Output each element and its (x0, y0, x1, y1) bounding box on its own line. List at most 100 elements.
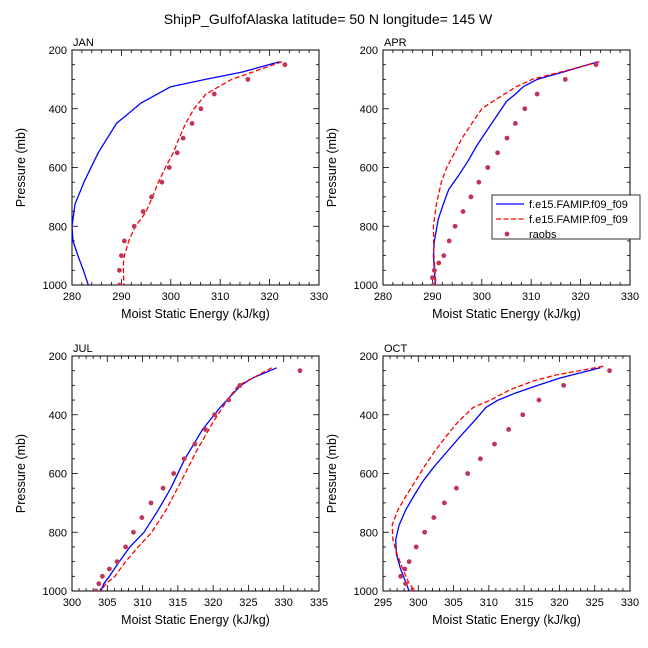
x-axis-label: Moist Static Energy (kJ/kg) (121, 307, 270, 321)
x-tick-label: 300 (162, 291, 180, 303)
raobs-point (139, 515, 145, 520)
raobs-point (123, 544, 129, 550)
raobs-point (212, 412, 217, 418)
x-tick-label: 320 (260, 291, 278, 303)
raobs-point (504, 135, 510, 141)
panel-month-label: JUL (73, 343, 93, 355)
raobs-point (593, 62, 599, 68)
y-tick-label: 1000 (43, 280, 67, 292)
panel-jan: 280 290 300 310 320 330 200 400 600 800 1000 JAN Moi… (14, 37, 328, 321)
raobs-point (465, 471, 471, 476)
y-axis-label: Pressure (mb) (14, 434, 28, 513)
raobs-point (117, 282, 122, 285)
y-tick-label: 600 (360, 163, 378, 175)
x-tick-label: 300 (473, 291, 491, 303)
y-tick-label: 1000 (354, 280, 378, 292)
raobs-point (403, 581, 408, 587)
plot-frame (382, 49, 631, 286)
y-axis-label: Pressure (mb) (14, 128, 28, 207)
raobs-point (453, 485, 459, 491)
x-tick-label: 335 (310, 597, 328, 609)
raobs-point (119, 253, 124, 259)
raobs-point (202, 427, 208, 432)
raobs-point (506, 427, 512, 432)
raobs-point (166, 165, 172, 170)
raobs-point (431, 267, 437, 273)
raobs-point (441, 253, 447, 259)
raobs-point (174, 150, 180, 156)
raobs-point (107, 566, 112, 572)
x-axis-label: Moist Static Energy (kJ/kg) (432, 613, 581, 627)
x-tick-label: 315 (515, 597, 533, 609)
raobs-point (96, 581, 102, 587)
raobs-point (522, 106, 528, 112)
y-tick-label: 600 (360, 469, 378, 481)
raobs-point (181, 456, 187, 462)
y-tick-label: 200 (360, 351, 378, 363)
model-solid-line (100, 367, 277, 591)
x-tick-label: 330 (310, 291, 328, 303)
x-axis-label: Moist Static Energy (kJ/kg) (121, 613, 270, 627)
panel-jul: 300 305 310 315 320 325 330 335 200 400 600 800 1000… (14, 343, 328, 627)
x-tick-label: 325 (239, 597, 257, 609)
x-tick-label: 310 (133, 597, 151, 609)
model-dashed-line (100, 367, 273, 591)
raobs-point (495, 150, 501, 156)
raobs-point (130, 529, 136, 535)
legend: f.e15.FAMIP.f09_f09 f.e15.FAMIP.f09_f09ra… (491, 194, 641, 241)
legend-label: f.e15.FAMIP.f09_f09 (529, 214, 628, 226)
raobs-point (121, 238, 127, 244)
legend-box (491, 194, 641, 240)
raobs-point (431, 515, 437, 520)
raobs-point (410, 588, 416, 591)
raobs-point (93, 588, 99, 591)
raobs-point (607, 368, 612, 374)
figure-title: ShipP_GulfofAlaska latitude= 50 N longit… (164, 11, 493, 27)
raobs-point (398, 573, 404, 579)
model-solid-line (72, 61, 280, 285)
x-tick-label: 305 (98, 597, 116, 609)
raobs-point (477, 456, 483, 462)
y-tick-label: 200 (49, 45, 67, 57)
y-tick-label: 800 (49, 221, 67, 233)
x-axis-label: Moist Static Energy (kJ/kg) (432, 307, 581, 321)
raobs-point (148, 500, 154, 506)
y-tick-label: 800 (49, 527, 67, 539)
raobs-point (99, 573, 105, 579)
y-tick-label: 800 (360, 527, 378, 539)
y-tick-label: 1000 (43, 586, 67, 598)
x-tick-label: 315 (169, 597, 187, 609)
x-tick-label: 300 (409, 597, 427, 609)
plot-frame (71, 49, 320, 286)
raobs-point (245, 76, 251, 82)
legend-label: f.e15.FAMIP.f09_f09 (529, 199, 628, 211)
plot-frame (71, 355, 320, 592)
raobs-point (430, 275, 435, 281)
y-tick-label: 1000 (354, 586, 378, 598)
raobs-point (446, 238, 452, 244)
raobs-point (468, 194, 474, 200)
panel-apr: 280 290 300 310 320 330 200 400 600 800 1000 APR Moi… (325, 37, 639, 321)
model-dashed-line (391, 365, 604, 591)
x-tick-label: 330 (621, 291, 639, 303)
raobs-point (413, 544, 419, 550)
raobs-point (562, 76, 568, 82)
x-tick-label: 290 (423, 291, 441, 303)
panel-month-label: OCT (384, 343, 408, 355)
x-tick-label: 305 (444, 597, 462, 609)
x-tick-label: 295 (374, 597, 392, 609)
model-dashed-line (122, 61, 283, 285)
panel-month-label: APR (384, 37, 407, 49)
y-tick-label: 800 (360, 221, 378, 233)
raobs-point (476, 179, 482, 185)
raobs-point (536, 397, 542, 403)
legend-marker-raobs (504, 231, 510, 237)
panel-month-label: JAN (73, 37, 94, 49)
raobs-point (430, 282, 436, 285)
raobs-point (189, 121, 195, 126)
raobs-point (237, 382, 243, 388)
raobs-point (512, 121, 518, 126)
y-tick-label: 200 (360, 45, 378, 57)
raobs-point (485, 165, 491, 170)
x-tick-label: 320 (204, 597, 222, 609)
